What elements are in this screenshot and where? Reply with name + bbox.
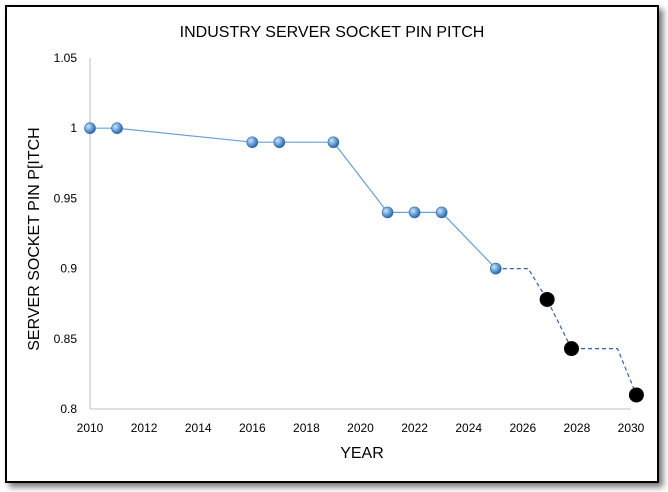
y-tick-label: 0.9 [60, 262, 77, 276]
series-markers [84, 122, 644, 403]
x-tick-label: 2010 [77, 421, 104, 435]
x-tick-label: 2026 [509, 421, 536, 435]
y-tick-labels: 0.8 0.85 0.9 0.95 1 1.05 [54, 51, 78, 416]
x-tick-label: 2014 [185, 421, 212, 435]
data-point [273, 136, 286, 149]
x-tick-label: 2030 [618, 421, 645, 435]
y-tick-label: 1 [70, 121, 77, 135]
y-tick-label: 0.95 [54, 191, 78, 205]
y-tick-label: 0.8 [60, 402, 77, 416]
data-point [408, 206, 421, 219]
chart-title: INDUSTRY SERVER SOCKET PIN PITCH [180, 24, 485, 41]
data-point [327, 136, 340, 149]
axes [89, 58, 631, 410]
data-point [246, 136, 259, 149]
y-tick-label: 0.85 [54, 332, 78, 346]
series-lines [90, 127, 637, 396]
x-tick-labels: 2010 2012 2014 2016 2018 2020 2022 2024 2026 2028… [77, 421, 645, 435]
line-chart: INDUSTRY SERVER SOCKET PIN PITCH 0.8 0.85… [26, 24, 645, 462]
x-tick-label: 2018 [293, 421, 320, 435]
projected-data-point [539, 291, 555, 307]
x-tick-label: 2022 [401, 421, 428, 435]
projected-series-line [495, 268, 637, 396]
x-tick-label: 2020 [347, 421, 374, 435]
data-point [435, 206, 448, 219]
y-tick-label: 1.05 [54, 51, 78, 65]
x-tick-label: 2028 [564, 421, 591, 435]
actual-series-line [90, 127, 497, 270]
chart-frame: INDUSTRY SERVER SOCKET PIN PITCH 0.8 0.85… [5, 5, 659, 483]
x-tick-label: 2016 [239, 421, 266, 435]
y-axis-label: SERVER SOCKET PIN P[ITCH [26, 127, 43, 350]
data-point [381, 206, 394, 219]
x-tick-label: 2012 [131, 421, 158, 435]
data-point [111, 122, 123, 134]
x-tick-label: 2024 [455, 421, 482, 435]
data-point [489, 262, 502, 275]
data-point [84, 122, 96, 134]
x-axis-label: YEAR [340, 445, 384, 462]
projected-data-point [563, 341, 579, 357]
projected-data-point [628, 387, 644, 403]
